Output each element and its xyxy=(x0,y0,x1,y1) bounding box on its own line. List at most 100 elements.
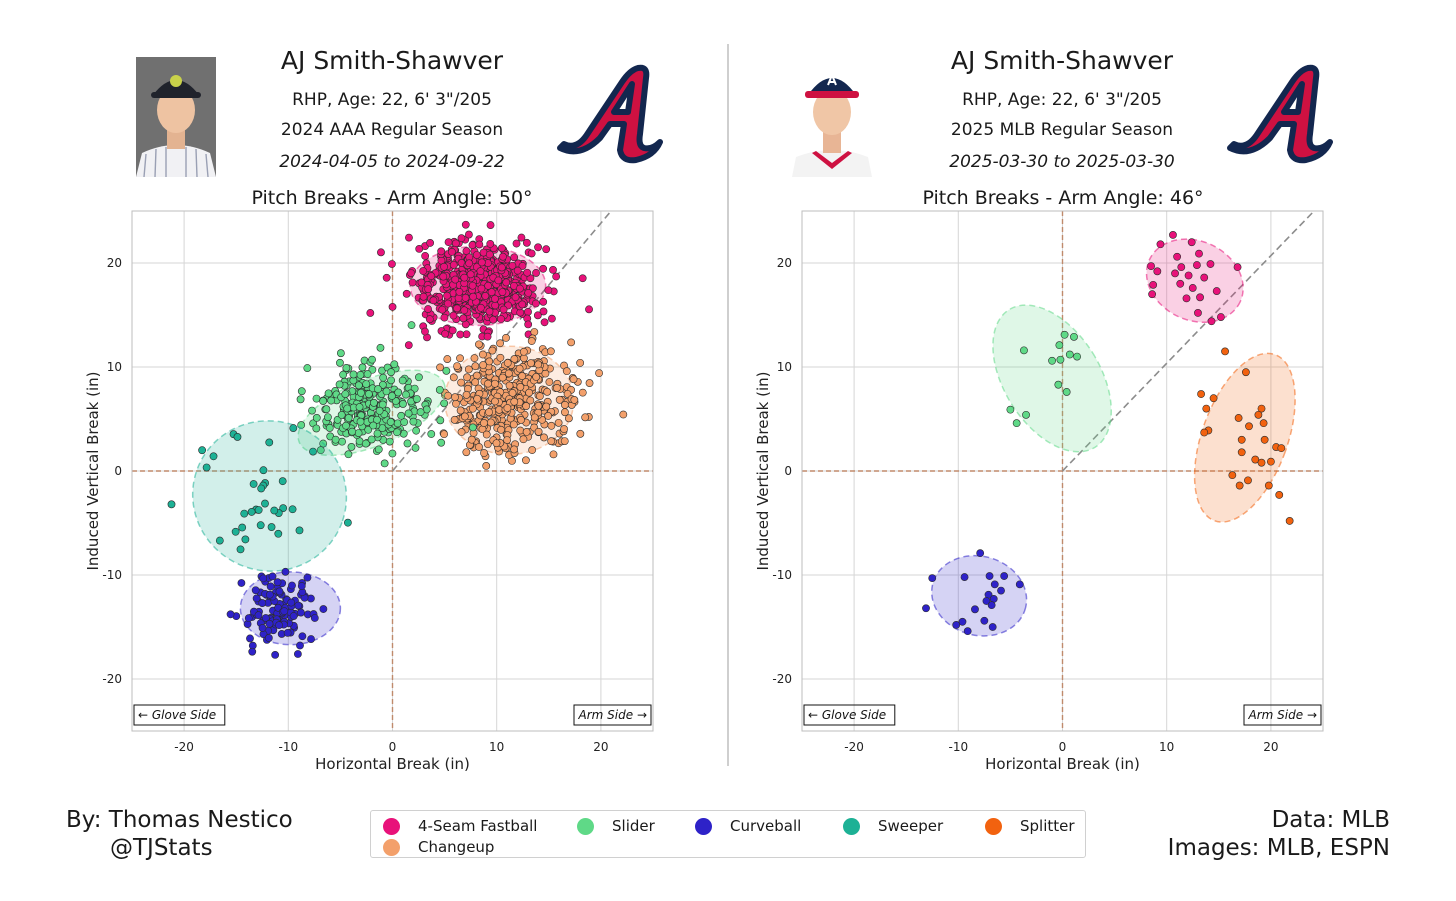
pitch-point xyxy=(254,506,263,514)
pitch-point xyxy=(261,499,269,508)
pitch-point xyxy=(467,435,476,444)
pitch-point xyxy=(426,239,435,247)
x-tick-label: 0 xyxy=(389,740,397,754)
pitch-point xyxy=(307,594,315,603)
pitch-point xyxy=(370,398,378,407)
pitch-point xyxy=(403,439,412,448)
series-curveball xyxy=(922,549,1028,637)
pitch-point xyxy=(382,273,391,282)
pitch-point xyxy=(388,449,397,458)
pitch-point xyxy=(561,408,569,417)
pitch-point xyxy=(518,300,527,309)
pitch-point xyxy=(368,355,376,364)
pitch-point xyxy=(475,240,484,249)
pitch-point xyxy=(399,400,407,408)
chart-marks xyxy=(167,220,628,659)
pitch-point xyxy=(477,258,486,267)
pitch-point xyxy=(475,443,483,451)
pitch-point xyxy=(1212,287,1221,295)
pitch-point xyxy=(386,418,395,426)
pitch-point xyxy=(440,430,449,439)
pitch-point xyxy=(342,364,351,372)
pitch-point xyxy=(485,250,494,259)
y-tick-label: -20 xyxy=(102,672,122,686)
pitch-point xyxy=(231,527,240,536)
pitch-point xyxy=(928,574,937,583)
y-axis-label: Induced Vertical Break (in) xyxy=(84,371,102,570)
pitch-point xyxy=(416,408,425,416)
pitch-point xyxy=(483,440,492,449)
pitch-point xyxy=(307,635,315,643)
pitch-point xyxy=(354,429,363,438)
legend-label: 4-Seam Fastball xyxy=(418,817,538,835)
pitch-point xyxy=(576,429,585,438)
pitch-point xyxy=(466,270,475,279)
pitch-point xyxy=(509,420,518,429)
pitch-point xyxy=(356,370,365,379)
pitch-point xyxy=(1073,352,1081,361)
pitch-point xyxy=(987,601,996,610)
pitch-point xyxy=(449,261,458,269)
pitch-point xyxy=(530,328,539,336)
pitch-point xyxy=(465,259,474,268)
confidence-ellipse xyxy=(1145,238,1244,324)
pitch-point xyxy=(496,353,505,362)
pitch-point xyxy=(377,248,385,257)
y-axis-label: Induced Vertical Break (in) xyxy=(754,371,772,570)
pitch-point xyxy=(468,404,477,413)
pitch-point xyxy=(533,311,542,320)
plot-frame xyxy=(131,210,654,732)
pitch-point xyxy=(481,292,490,300)
pitch-point xyxy=(528,284,537,293)
series-slider xyxy=(992,304,1112,453)
legend-label: Slider xyxy=(612,817,655,835)
pitch-point xyxy=(436,363,444,372)
pitch-point xyxy=(581,413,590,422)
x-tick-label: -10 xyxy=(278,740,298,754)
pitch-point xyxy=(539,297,548,306)
pitch-point xyxy=(504,369,513,378)
pitch-point xyxy=(990,580,999,589)
pitch-point xyxy=(354,381,363,390)
pitch-point xyxy=(531,299,540,308)
pitch-point xyxy=(1237,435,1246,444)
series-splitter xyxy=(1193,347,1296,525)
pitch-point xyxy=(437,438,446,447)
pitch-point xyxy=(1259,419,1268,428)
pitch-point xyxy=(543,387,552,396)
pitch-point xyxy=(1233,263,1242,272)
player-photo xyxy=(792,57,872,177)
pitch-point xyxy=(337,411,346,419)
pitch-point xyxy=(486,221,495,229)
pitch-point xyxy=(385,437,394,446)
pitch-point xyxy=(451,275,460,284)
pitch-point xyxy=(336,358,344,367)
pitch-point xyxy=(442,366,451,375)
left-panel: AJ Smith-Shawver RHP, Age: 22, 6' 3"/205… xyxy=(0,0,728,790)
pitch-point xyxy=(982,597,991,605)
pitch-point xyxy=(280,607,289,616)
pitch-point xyxy=(498,288,507,296)
pitch-point xyxy=(294,601,303,610)
pitch-point xyxy=(470,354,479,363)
pitch-point xyxy=(452,399,460,408)
y-tick-label: -10 xyxy=(772,568,792,582)
pitch-point xyxy=(349,370,358,379)
pitch-point xyxy=(1148,290,1157,299)
chart-marks xyxy=(922,231,1296,637)
pitch-point xyxy=(440,399,449,408)
pitch-break-chart-2025: -20 -10 0 10 20 -20 -10 0 10 20 Horizontal Break (… xyxy=(754,210,1324,773)
pitch-point xyxy=(476,303,485,312)
pitch-point xyxy=(435,385,444,394)
pitch-point xyxy=(540,433,548,442)
pitch-point xyxy=(407,269,415,278)
pitch-point xyxy=(308,406,316,415)
pitch-point xyxy=(547,437,556,446)
pitch-point xyxy=(364,425,373,434)
pitch-point xyxy=(475,340,483,349)
pitch-point xyxy=(448,247,456,256)
pitch-point xyxy=(424,305,432,313)
legend-label: Splitter xyxy=(1020,817,1075,835)
pitch-point xyxy=(971,605,979,614)
pitch-point xyxy=(1177,263,1186,272)
